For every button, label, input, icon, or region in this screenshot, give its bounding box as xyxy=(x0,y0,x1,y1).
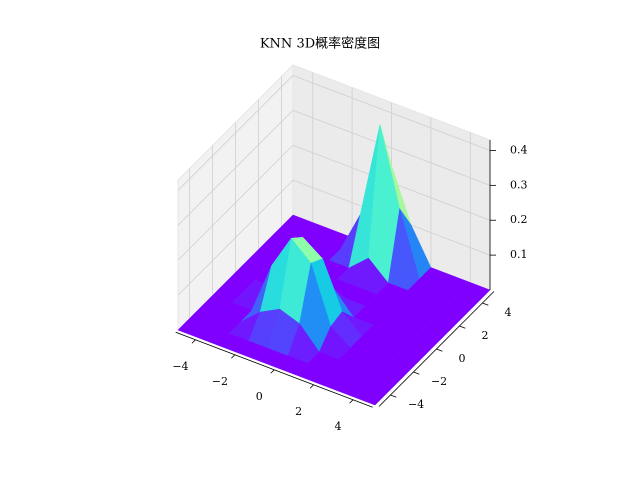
z-tick-label: 0.3 xyxy=(510,178,528,191)
chart-title: KNN 3D概率密度图 xyxy=(260,36,380,52)
x-tick xyxy=(270,369,275,374)
z-tick-label: 0.4 xyxy=(510,143,528,156)
y-tick xyxy=(436,348,443,352)
y-tick-label: −4 xyxy=(408,398,424,411)
grid-line xyxy=(177,75,294,191)
x-tick-label: 2 xyxy=(295,405,302,418)
y-tick xyxy=(390,394,397,398)
x-tick-label: 0 xyxy=(256,390,263,403)
grid-line xyxy=(292,75,491,151)
x-tick xyxy=(191,339,196,344)
grid-line xyxy=(177,179,294,296)
surface-patch xyxy=(355,385,387,406)
x-tick xyxy=(231,354,236,359)
y-tick-label: −2 xyxy=(431,375,447,388)
y-tick-label: 2 xyxy=(482,329,489,342)
y-tick-label: 4 xyxy=(505,306,512,319)
y-tick-label: 0 xyxy=(459,352,466,365)
x-tick-label: −2 xyxy=(212,375,228,388)
grid-line xyxy=(177,144,294,261)
z-tick-label: 0.2 xyxy=(510,213,528,226)
y-tick xyxy=(482,302,489,306)
grid-line xyxy=(177,110,294,226)
x-tick-label: −4 xyxy=(172,360,188,373)
z-tick-label: 0.1 xyxy=(510,248,528,261)
grid-line xyxy=(292,109,491,186)
x-tick xyxy=(309,384,314,389)
x-tick-label: 4 xyxy=(335,420,342,433)
y-tick xyxy=(459,325,466,329)
y-tick xyxy=(413,371,420,375)
x-tick xyxy=(349,399,354,404)
